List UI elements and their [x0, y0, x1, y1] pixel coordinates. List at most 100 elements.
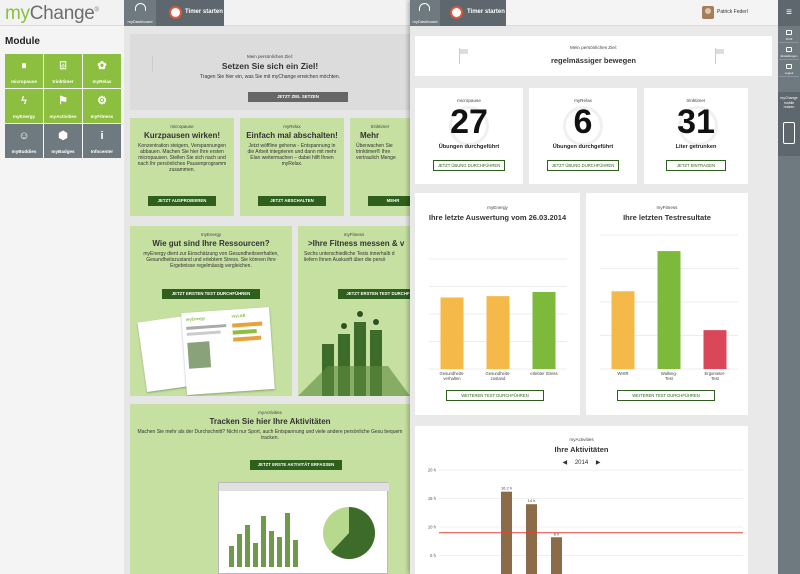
myenergy-chart-title: Ihre letzte Auswertung vom 26.03.2014	[428, 213, 567, 222]
myfitness-chart-title: Ihre letzten Testresultate	[623, 213, 711, 222]
module-tile-myrelax[interactable]: ✿ myRelax	[83, 54, 121, 88]
year-navigator: ◀ 2014 ▶	[415, 459, 748, 466]
module-tile-label: myRelax	[92, 79, 112, 84]
micropause-count: 27	[450, 103, 488, 141]
mini-bar	[245, 525, 250, 567]
settings-button[interactable]: Einstellungen	[779, 45, 799, 60]
myrelax-stat-card: myRelax 6 Übungen durchgeführt JETZT ÜBU…	[529, 88, 637, 184]
year-label: 2014	[574, 460, 589, 466]
glass-icon: ⌹	[59, 60, 67, 72]
module-tile-myenergy[interactable]: ϟ myEnergy	[5, 89, 43, 123]
micropause-try-button[interactable]: JETZT AUSPROBIEREN	[148, 196, 216, 206]
modules-title: Module	[5, 36, 40, 47]
micropause-card: micropause Kurzpausen wirken! Konzentrat…	[130, 118, 234, 216]
bar	[657, 251, 681, 369]
mini-bar	[285, 513, 290, 567]
background-app-window: myChange® myDashboard Timer starten Modu…	[0, 0, 410, 574]
mini-activity-chart	[229, 507, 375, 567]
mini-bar	[261, 516, 266, 567]
hexagon-icon: ⬢	[58, 130, 68, 142]
y-tick-label: 20 h	[428, 468, 437, 473]
module-tile-myactivities[interactable]: ⚑ myActivities	[44, 89, 82, 123]
goal-card[interactable]: Mein persönliches Ziel: regelmässiger be…	[415, 36, 772, 76]
trinktimer-stat-card: trinktimer 31 Liter getrunken JETZT EINT…	[644, 88, 748, 184]
myfitness-further-test-button[interactable]: WEITEREN TEST DURCHFÜHREN	[617, 390, 715, 401]
left-header: myChange® myDashboard Timer starten	[0, 0, 410, 26]
module-tile-trinktimer[interactable]: ⌹ trinktimer	[44, 54, 82, 88]
foreground-app-window: myDashboard Timer starten Patrick Federl…	[410, 0, 800, 574]
flag-icon	[152, 56, 164, 72]
mini-bar	[253, 543, 258, 567]
trinktimer-liters: 31	[677, 103, 715, 141]
right-header: myDashboard Timer starten Patrick Federl	[410, 0, 800, 26]
goal-title: Setzen Sie sich ein Ziel!	[221, 61, 319, 71]
module-tile-myfitness[interactable]: ⚙ myFitness	[83, 89, 121, 123]
myrelax-switch-off-button[interactable]: JETZT ABSCHALTEN	[258, 196, 326, 206]
myactivities-card: myActivities Tracken Sie hier Ihre Aktiv…	[130, 404, 410, 574]
myrelax-count: 6	[573, 103, 593, 141]
lotus-icon	[563, 106, 603, 146]
dashboard-nav-button[interactable]: myDashboard	[124, 0, 156, 26]
next-year-button[interactable]: ▶	[595, 460, 601, 466]
timer-icon	[169, 6, 182, 19]
dashboard-content: Mein persönliches Ziel: regelmässiger be…	[410, 26, 778, 574]
micropause-stat-card: micropause 27 Übungen durchgeführt JETZT…	[415, 88, 523, 184]
profile-icon	[786, 30, 792, 35]
modules-sidebar: Module ⏸ micropause ⌹ trinktimer ✿ myRelax ϟ my…	[0, 26, 124, 574]
bar	[611, 291, 635, 369]
pause-icon: ⏸	[21, 60, 27, 72]
y-tick-label: 15 h	[428, 496, 437, 501]
module-tile-label: micropause	[11, 79, 37, 84]
left-dashboard-content: Mein persönliches Ziel: Setzen Sie sich …	[124, 26, 410, 574]
first-activity-button[interactable]: JETZT ERSTE AKTIVITÄT ERFASSEN	[250, 460, 342, 470]
previous-year-button[interactable]: ◀	[562, 460, 568, 466]
activities-bar-chart: 20 h 15 h 10 h 5 h 16.2 h 14 h 8 h	[428, 468, 743, 574]
module-tile-mybuddies[interactable]: ☺ myBuddies	[5, 124, 43, 158]
person-photo-icon	[187, 341, 212, 369]
mychange-logo[interactable]: myChange®	[5, 3, 99, 24]
timer-icon	[450, 6, 463, 19]
module-tile-mybadges[interactable]: ⬢ myBadges	[44, 124, 82, 158]
myenergy-first-test-button[interactable]: JETZT ERSTEN TEST DURCHFÜHREN	[162, 289, 260, 299]
activity-bar	[526, 504, 537, 574]
trinktimer-enter-button[interactable]: JETZT EINTRAGEN	[666, 160, 726, 171]
bar-value-label: 8 h	[554, 531, 560, 536]
set-goal-button[interactable]: JETZT ZIEL SETZEN	[248, 92, 348, 102]
goal-title: regelmässiger bewegen	[550, 56, 637, 65]
module-tile-label: myFitness	[90, 114, 114, 119]
bar	[703, 330, 727, 369]
pause-icon	[449, 106, 489, 146]
micropause-exercise-button[interactable]: JETZT ÜBUNG DURCHFÜHREN	[433, 160, 505, 171]
module-tile-infocenter[interactable]: i Infocenter	[83, 124, 121, 158]
myrelax-exercise-button[interactable]: JETZT ÜBUNG DURCHFÜHREN	[547, 160, 619, 171]
bar-value-label: 14 h	[528, 498, 536, 503]
activities-chart-title: Ihre Aktivitäten	[554, 445, 609, 454]
myenergy-further-test-button[interactable]: WEITEREN TEST DURCHFÜHREN	[446, 390, 544, 401]
trinktimer-card: trinktimer Mehr Überwachen Sie trinktime…	[350, 118, 410, 216]
myfitness-first-test-button[interactable]: JETZT ERSTEN TEST DURCHF	[338, 289, 410, 299]
timer-start-button[interactable]: Timer starten	[440, 0, 506, 26]
trinktimer-more-button[interactable]: MEHR	[368, 196, 410, 206]
hamburger-menu-icon[interactable]: ≡	[778, 0, 800, 26]
bar-value-label: 16.2 h	[501, 486, 512, 491]
tick-label: WHtR	[617, 371, 628, 376]
dashboard-nav-button[interactable]: myDashboard	[410, 0, 440, 26]
tick-label: erlebter Stress	[530, 371, 557, 376]
logout-icon	[786, 64, 792, 69]
runner-icon: ⚑	[58, 95, 68, 107]
phone-icon	[783, 122, 795, 144]
myrelax-card: myRelax Einfach mal abschalten! Jetzt wö…	[240, 118, 344, 216]
mini-bar	[229, 546, 234, 567]
timer-start-button[interactable]: Timer starten	[156, 0, 224, 26]
avatar[interactable]	[702, 6, 714, 19]
mobile-app-promo[interactable]: myChange mobile nutzen	[778, 92, 800, 156]
glass-icon	[678, 106, 718, 146]
myfitness-chart-card: myFitness Ihre letzten Testresultate WHt…	[586, 193, 748, 415]
tick-label: Gesundheits-verhalten	[440, 371, 466, 381]
module-tile-micropause[interactable]: ⏸ micropause	[5, 54, 43, 88]
logout-button[interactable]: Logout	[779, 62, 799, 77]
bar	[486, 296, 510, 369]
profile-button[interactable]: Profil	[779, 28, 799, 43]
mini-pie-slice	[331, 507, 375, 559]
tick-label: Gesundheits-zustand	[486, 371, 512, 381]
